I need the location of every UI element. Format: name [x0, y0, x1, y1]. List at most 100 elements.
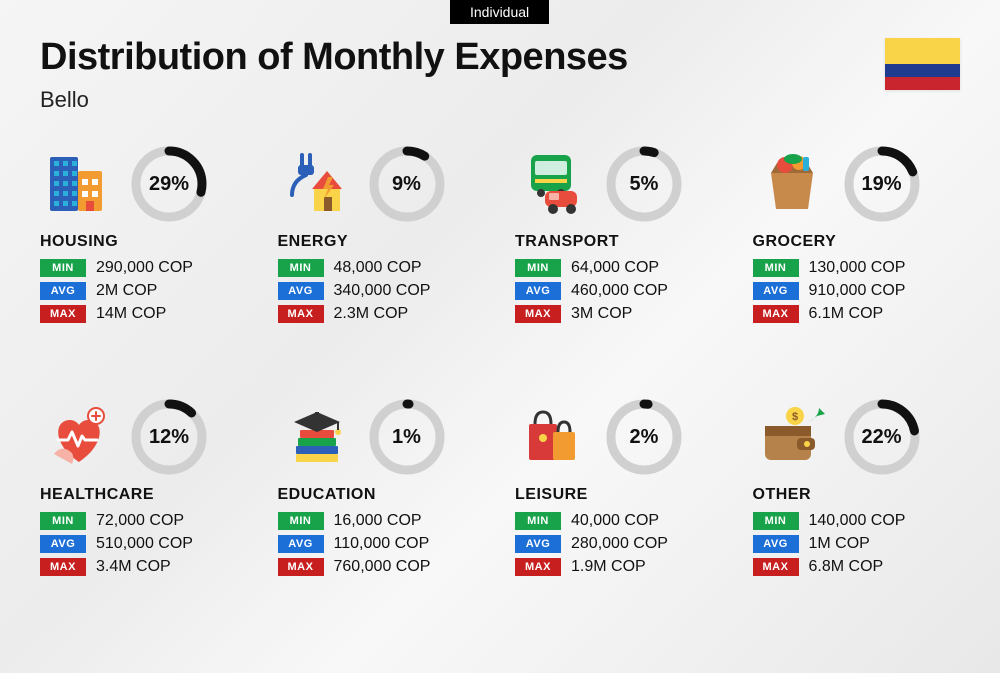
percent-ring: 12% — [130, 398, 208, 476]
min-value: 130,000 COP — [809, 259, 906, 277]
min-badge: MIN — [753, 259, 799, 277]
scope-tag: Individual — [450, 0, 549, 24]
min-value: 290,000 COP — [96, 259, 193, 277]
stats: MIN 130,000 COP AVG 910,000 COP MAX 6.1M… — [753, 259, 971, 323]
min-value: 140,000 COP — [809, 512, 906, 530]
education-icon — [278, 398, 356, 476]
min-value: 48,000 COP — [334, 259, 422, 277]
stats: MIN 140,000 COP AVG 1M COP MAX 6.8M COP — [753, 512, 971, 576]
percent-value: 2% — [605, 398, 683, 476]
percent-value: 22% — [843, 398, 921, 476]
category-name: ENERGY — [278, 233, 496, 251]
category-name: HEALTHCARE — [40, 486, 258, 504]
min-value: 64,000 COP — [571, 259, 659, 277]
flag-stripe — [885, 77, 960, 90]
category-name: HOUSING — [40, 233, 258, 251]
max-badge: MAX — [515, 305, 561, 323]
avg-badge: AVG — [515, 535, 561, 553]
percent-ring: 9% — [368, 145, 446, 223]
min-badge: MIN — [515, 512, 561, 530]
avg-value: 510,000 COP — [96, 535, 193, 553]
min-badge: MIN — [278, 512, 324, 530]
avg-badge: AVG — [753, 535, 799, 553]
avg-badge: AVG — [40, 282, 86, 300]
percent-ring: 22% — [843, 398, 921, 476]
category-name: EDUCATION — [278, 486, 496, 504]
percent-ring: 5% — [605, 145, 683, 223]
percent-value: 29% — [130, 145, 208, 223]
max-value: 3M COP — [571, 305, 632, 323]
category-card-healthcare: 12% HEALTHCARE MIN 72,000 COP AVG 510,00… — [40, 398, 258, 581]
avg-value: 110,000 COP — [334, 535, 430, 553]
category-card-transport: 5% TRANSPORT MIN 64,000 COP AVG 460,000 … — [515, 145, 733, 328]
min-badge: MIN — [515, 259, 561, 277]
avg-value: 2M COP — [96, 282, 157, 300]
max-value: 14M COP — [96, 305, 166, 323]
max-value: 1.9M COP — [571, 558, 646, 576]
min-value: 16,000 COP — [334, 512, 422, 530]
flag-stripe — [885, 38, 960, 64]
housing-icon — [40, 145, 118, 223]
percent-value: 5% — [605, 145, 683, 223]
category-card-energy: 9% ENERGY MIN 48,000 COP AVG 340,000 COP… — [278, 145, 496, 328]
avg-badge: AVG — [40, 535, 86, 553]
category-name: LEISURE — [515, 486, 733, 504]
avg-value: 460,000 COP — [571, 282, 668, 300]
svg-text:$: $ — [791, 411, 797, 423]
avg-badge: AVG — [515, 282, 561, 300]
avg-value: 340,000 COP — [334, 282, 431, 300]
avg-value: 1M COP — [809, 535, 870, 553]
energy-icon — [278, 145, 356, 223]
max-badge: MAX — [278, 558, 324, 576]
max-badge: MAX — [40, 305, 86, 323]
location-subtitle: Bello — [40, 87, 628, 113]
stats: MIN 64,000 COP AVG 460,000 COP MAX 3M CO… — [515, 259, 733, 323]
leisure-icon — [515, 398, 593, 476]
percent-ring: 19% — [843, 145, 921, 223]
category-card-housing: 29% HOUSING MIN 290,000 COP AVG 2M COP M… — [40, 145, 258, 328]
category-name: OTHER — [753, 486, 971, 504]
max-badge: MAX — [515, 558, 561, 576]
avg-value: 910,000 COP — [809, 282, 906, 300]
max-badge: MAX — [753, 305, 799, 323]
category-card-other: $ 22% OTHER MIN 140,000 COP AVG 1M COP M… — [753, 398, 971, 581]
percent-value: 1% — [368, 398, 446, 476]
min-badge: MIN — [40, 259, 86, 277]
percent-value: 9% — [368, 145, 446, 223]
flag-stripe — [885, 64, 960, 77]
percent-ring: 2% — [605, 398, 683, 476]
percent-value: 19% — [843, 145, 921, 223]
max-value: 6.1M COP — [809, 305, 884, 323]
transport-icon — [515, 145, 593, 223]
avg-badge: AVG — [278, 282, 324, 300]
country-flag — [885, 38, 960, 90]
stats: MIN 40,000 COP AVG 280,000 COP MAX 1.9M … — [515, 512, 733, 576]
percent-ring: 29% — [130, 145, 208, 223]
max-value: 2.3M COP — [334, 305, 409, 323]
max-badge: MAX — [40, 558, 86, 576]
min-badge: MIN — [278, 259, 324, 277]
percent-value: 12% — [130, 398, 208, 476]
max-badge: MAX — [278, 305, 324, 323]
category-card-leisure: 2% LEISURE MIN 40,000 COP AVG 280,000 CO… — [515, 398, 733, 581]
max-value: 6.8M COP — [809, 558, 884, 576]
stats: MIN 48,000 COP AVG 340,000 COP MAX 2.3M … — [278, 259, 496, 323]
category-name: GROCERY — [753, 233, 971, 251]
grocery-icon — [753, 145, 831, 223]
max-badge: MAX — [753, 558, 799, 576]
category-name: TRANSPORT — [515, 233, 733, 251]
percent-ring: 1% — [368, 398, 446, 476]
avg-badge: AVG — [753, 282, 799, 300]
stats: MIN 72,000 COP AVG 510,000 COP MAX 3.4M … — [40, 512, 258, 576]
min-badge: MIN — [40, 512, 86, 530]
min-value: 40,000 COP — [571, 512, 659, 530]
page-title: Distribution of Monthly Expenses — [40, 36, 628, 79]
stats: MIN 290,000 COP AVG 2M COP MAX 14M COP — [40, 259, 258, 323]
min-badge: MIN — [753, 512, 799, 530]
other-icon: $ — [753, 398, 831, 476]
healthcare-icon — [40, 398, 118, 476]
category-card-education: 1% EDUCATION MIN 16,000 COP AVG 110,000 … — [278, 398, 496, 581]
avg-value: 280,000 COP — [571, 535, 668, 553]
header: Distribution of Monthly Expenses Bello — [40, 36, 628, 113]
max-value: 3.4M COP — [96, 558, 171, 576]
